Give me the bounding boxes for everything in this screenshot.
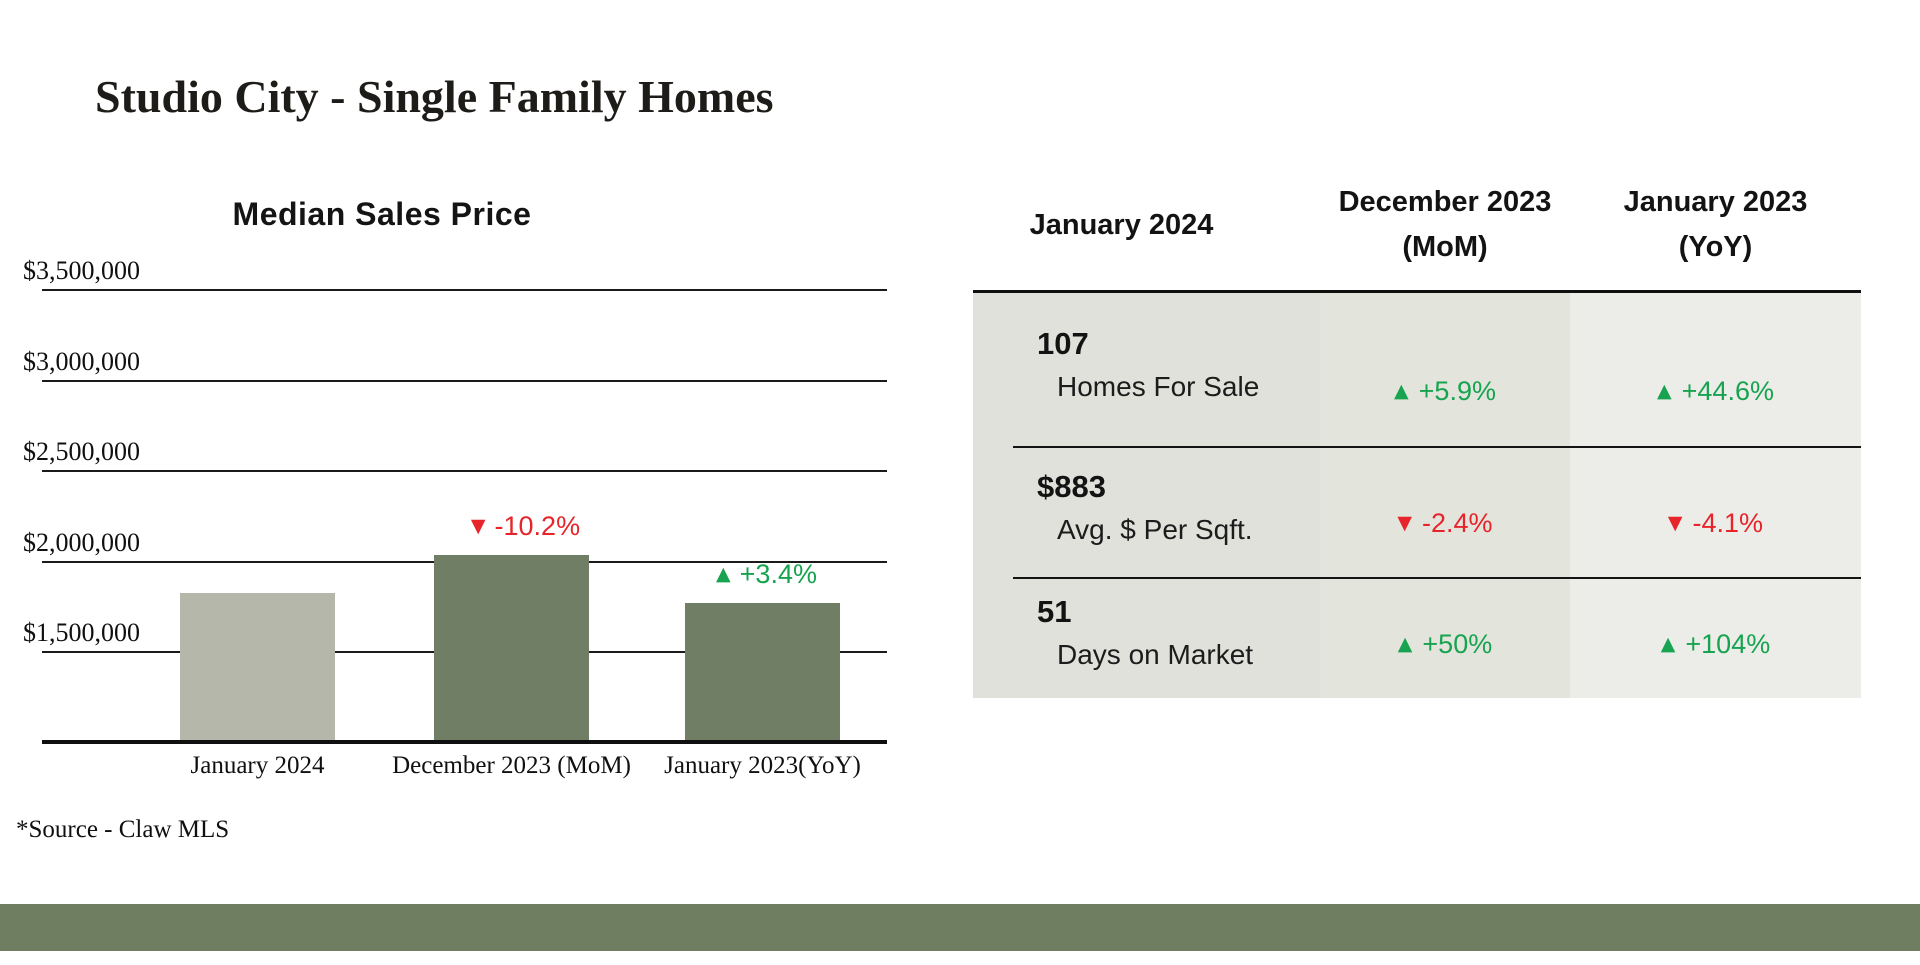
header-line: December 2023 — [1338, 186, 1552, 218]
change-arrow-up-icon: ▲ — [716, 563, 731, 586]
x-axis-label: January 2024 — [190, 752, 325, 779]
stat-label: Homes For Sale — [1057, 371, 1260, 402]
bar-january-2024 — [180, 592, 335, 743]
table-row-avg-per-sqft: $883 Avg. $ Per Sqft. ▼ -2.4% ▼ -4.1% — [973, 446, 1861, 578]
stat-value: $883 — [1037, 468, 1106, 504]
gridline — [42, 289, 887, 291]
change-text: -4.1% — [1692, 507, 1764, 538]
bar-january-2023-yoy — [685, 603, 840, 743]
change-annotation: ▲ +3.4% — [716, 559, 817, 590]
change-arrow-up-icon: ▲ — [1657, 379, 1672, 402]
stats-table-header: January 2024 December 2023 (MoM) January… — [973, 160, 1861, 293]
header-line: January 2024 — [1029, 208, 1214, 241]
change-arrow-down-icon: ▼ — [470, 514, 486, 537]
change-arrow-up-icon: ▲ — [1660, 632, 1676, 655]
change-annotation: ▼ -10.2% — [471, 511, 580, 542]
table-row-days-on-market: 51 Days on Market ▲ +50% ▲ +104% — [973, 577, 1861, 698]
x-axis-label: December 2023 (MoM) — [392, 752, 631, 779]
y-axis-tick-label: $2,500,000 — [23, 437, 140, 467]
x-axis-label: January 2023(YoY) — [664, 752, 861, 779]
x-axis-line — [42, 740, 887, 744]
mom-change-cell: ▲ +5.9% — [1320, 293, 1570, 447]
y-axis-tick-label: $3,000,000 — [23, 346, 140, 376]
y-axis-tick-label: $1,500,000 — [23, 618, 140, 648]
change-text: +3.4% — [739, 559, 817, 590]
table-row-homes-for-sale: 107 Homes For Sale ▲ +5.9% ▲ +44.6% — [973, 293, 1861, 447]
source-note: *Source - Claw MLS — [16, 816, 230, 843]
change-text: +50% — [1422, 628, 1493, 659]
stat-value: 51 — [1037, 594, 1072, 629]
footer-bar — [0, 904, 1920, 951]
bar-december-2023-mom — [434, 554, 589, 743]
stat-label: Avg. $ Per Sqft. — [1057, 513, 1253, 545]
change-text: -10.2% — [494, 510, 581, 541]
change-arrow-up-icon: ▲ — [1397, 632, 1413, 655]
header-december-2023-mom: December 2023 (MoM) — [1320, 180, 1570, 270]
change-text: +44.6% — [1681, 375, 1774, 406]
stat-cell: 107 Homes For Sale — [973, 293, 1320, 447]
mom-change-cell: ▲ +50% — [1320, 578, 1570, 698]
chart-title: Median Sales Price — [232, 196, 532, 232]
y-axis-tick-label: $3,500,000 — [23, 256, 140, 285]
stat-label: Days on Market — [1057, 639, 1254, 670]
gridline — [42, 379, 887, 382]
header-line: January 2023 — [1623, 186, 1808, 218]
change-text: -2.4% — [1422, 507, 1493, 538]
y-axis-tick-label: $2,000,000 — [23, 527, 140, 557]
change-arrow-down-icon: ▼ — [1397, 511, 1413, 534]
stats-table-body: 107 Homes For Sale ▲ +5.9% ▲ +44.6% $883 Avg. $… — [973, 293, 1861, 698]
row-divider — [1013, 446, 1861, 448]
change-arrow-up-icon: ▲ — [1394, 379, 1409, 402]
header-line: (YoY) — [1678, 231, 1753, 263]
header-january-2023-yoy: January 2023 (YoY) — [1570, 180, 1861, 270]
yoy-change-cell: ▲ +104% — [1570, 578, 1861, 698]
change-text: +104% — [1685, 628, 1771, 659]
header-line: (MoM) — [1402, 231, 1488, 263]
yoy-change-cell: ▼ -4.1% — [1570, 447, 1861, 578]
mom-change-cell: ▼ -2.4% — [1320, 447, 1570, 578]
change-text: +5.9% — [1418, 375, 1496, 406]
yoy-change-cell: ▲ +44.6% — [1570, 293, 1861, 447]
page-title: Studio City - Single Family Homes — [95, 71, 774, 122]
row-divider — [1013, 577, 1861, 579]
stat-cell: $883 Avg. $ Per Sqft. — [973, 447, 1320, 578]
change-arrow-down-icon: ▼ — [1667, 511, 1683, 534]
stats-table: January 2024 December 2023 (MoM) January… — [973, 160, 1861, 698]
stat-value: 107 — [1037, 326, 1089, 361]
header-january-2024: January 2024 — [973, 203, 1320, 248]
gridline — [42, 470, 887, 473]
stat-cell: 51 Days on Market — [973, 578, 1320, 698]
